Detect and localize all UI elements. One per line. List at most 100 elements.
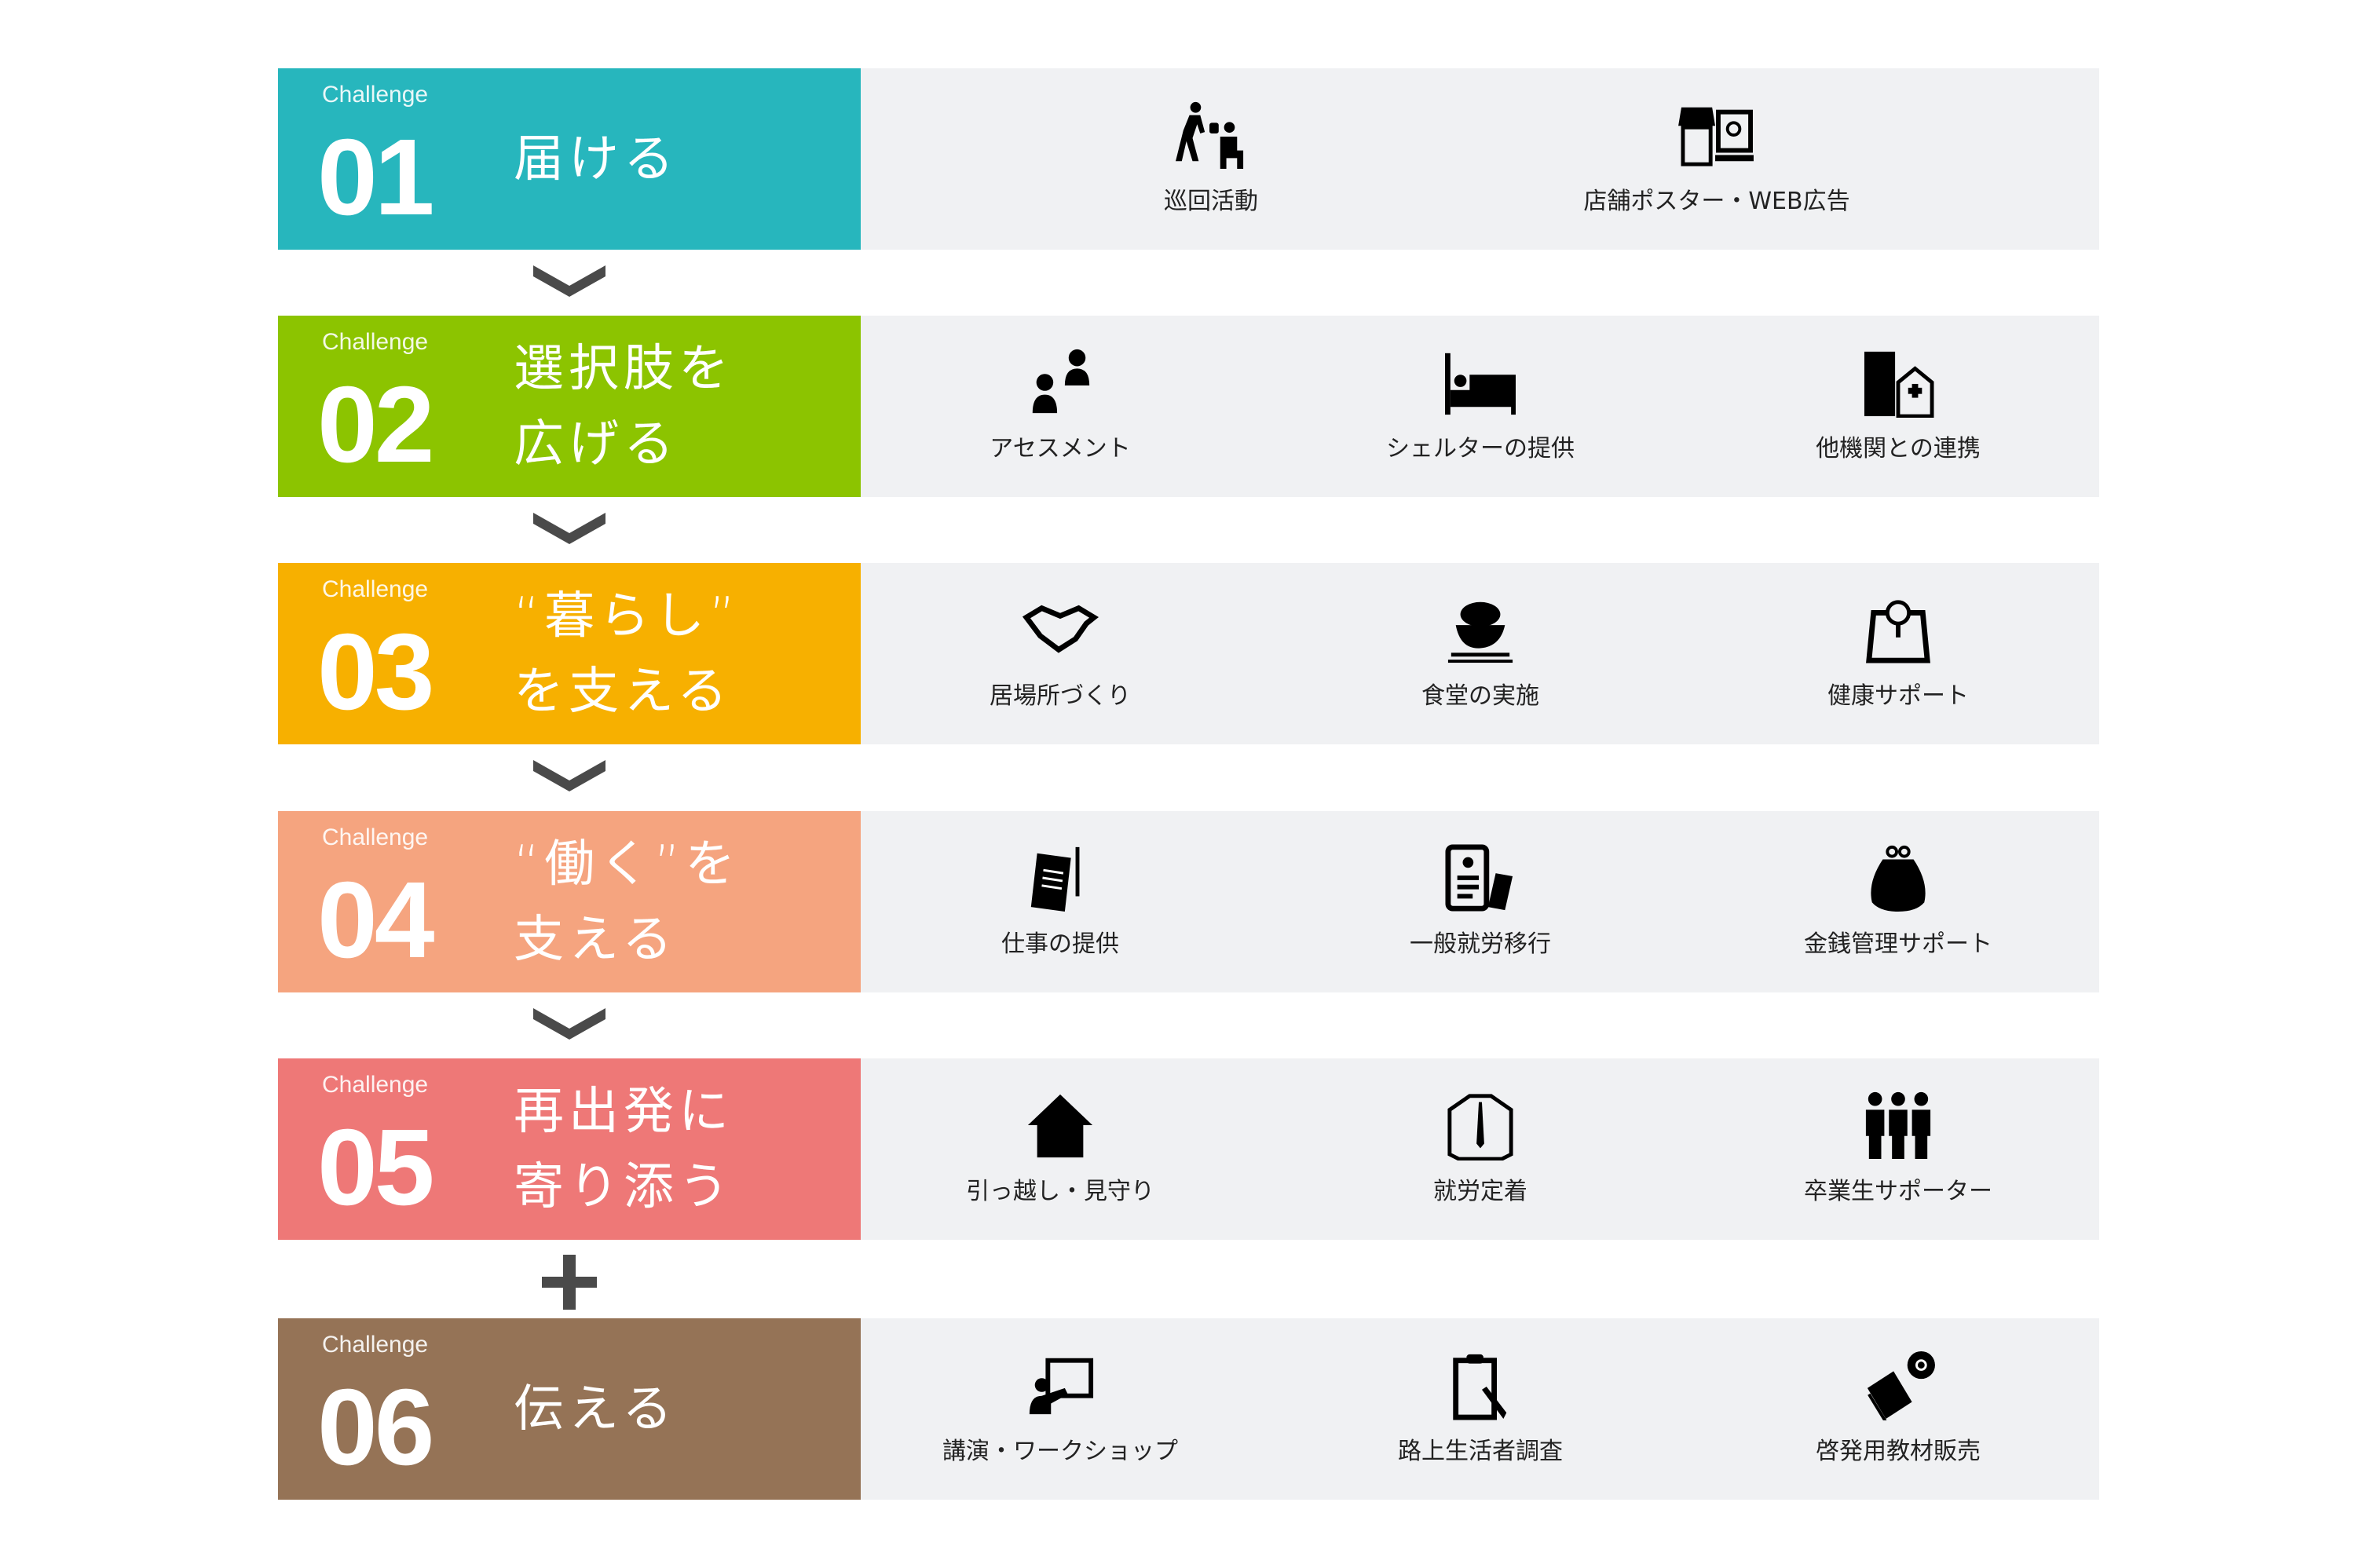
shirt-tie-icon bbox=[1447, 1094, 1513, 1160]
challenge-title: 選択肢を 広げる bbox=[514, 316, 734, 497]
challenge-item: アセスメント bbox=[895, 316, 1225, 497]
chevron-down-icon bbox=[533, 760, 605, 791]
challenge-item: 引っ越し・見守り bbox=[895, 1058, 1225, 1240]
challenge-label: Challenge bbox=[322, 329, 429, 355]
challenge-item: 健康サポート bbox=[1733, 563, 2063, 744]
challenge-item-label: 路上生活者調査 bbox=[1398, 1438, 1563, 1465]
handshake-icon bbox=[1022, 605, 1099, 653]
challenge-label: Challenge bbox=[322, 1072, 429, 1098]
challenge-row: Challenge 04 “働く”を支える 仕事の提供 一般就労移行 金銭管理サ… bbox=[278, 811, 2099, 992]
book-disc-icon bbox=[1867, 1351, 1935, 1420]
challenge-title-line: 選択肢を bbox=[514, 339, 734, 398]
challenge-item: 他機関との連携 bbox=[1733, 316, 2063, 497]
challenge-title: 再出発に 寄り添う bbox=[514, 1058, 734, 1240]
challenge-item: 金銭管理サポート bbox=[1733, 811, 2063, 992]
challenge-item: 店舗ポスター・WEB広告 bbox=[1552, 68, 1882, 250]
challenge-badge: Challenge 02 選択肢を広げる bbox=[278, 316, 861, 497]
challenge-item-label: 店舗ポスター・WEB広告 bbox=[1583, 188, 1850, 215]
challenge-item-label: 講演・ワークショップ bbox=[942, 1438, 1178, 1465]
challenge-item: 仕事の提供 bbox=[895, 811, 1225, 992]
challenge-item-label: 居場所づくり bbox=[990, 682, 1131, 710]
chevron-down-icon bbox=[533, 265, 605, 297]
challenge-title-line: 支える bbox=[514, 910, 678, 969]
challenge-row: Challenge 03 “暮らし” を支える 居場所づくり 食堂の実施 健康サポ… bbox=[278, 563, 2099, 744]
challenge-row: Challenge 02 選択肢を広げる アセスメント シェルターの提供 他機関… bbox=[278, 316, 2099, 497]
challenge-number: 04 bbox=[317, 860, 434, 981]
challenge-item: 巡回活動 bbox=[1046, 68, 1376, 250]
challenge-item-label: シェルターの提供 bbox=[1386, 435, 1575, 462]
challenge-item-label: 健康サポート bbox=[1827, 682, 1969, 710]
challenge-title-line: 寄り添う bbox=[514, 1157, 734, 1216]
challenge-item-label: 引っ越し・見守り bbox=[966, 1178, 1154, 1205]
outreach-walking-icon bbox=[1176, 101, 1244, 170]
challenge-row: Challenge 06 伝える 講演・ワークショップ 路上生活者調査 啓発用教… bbox=[278, 1318, 2099, 1500]
chevron-down-icon bbox=[533, 1008, 605, 1040]
challenge-row: Challenge 05 再出発に寄り添う 引っ越し・見守り 就労定着 卒業生サ… bbox=[278, 1058, 2099, 1240]
challenge-items-panel: 仕事の提供 一般就労移行 金銭管理サポート bbox=[861, 811, 2099, 992]
challenge-item-label: 就労定着 bbox=[1433, 1178, 1527, 1205]
presentation-icon bbox=[1029, 1358, 1094, 1415]
challenge-badge: Challenge 04 “働く”を支える bbox=[278, 811, 861, 992]
challenge-item: 就労定着 bbox=[1315, 1058, 1645, 1240]
challenge-label: Challenge bbox=[322, 824, 429, 850]
challenge-title-line: 広げる bbox=[514, 415, 679, 473]
challenge-number: 01 bbox=[317, 117, 434, 238]
challenge-title-line: “働く”を bbox=[514, 835, 741, 894]
chevron-down-icon bbox=[533, 513, 605, 544]
challenge-badge: Challenge 05 再出発に寄り添う bbox=[278, 1058, 861, 1240]
clipboard-pen-icon bbox=[1453, 1354, 1507, 1420]
challenge-badge: Challenge 01 届ける bbox=[278, 68, 861, 250]
challenge-item: 講演・ワークショップ bbox=[895, 1318, 1225, 1500]
challenge-items-panel: 引っ越し・見守り 就労定着 卒業生サポーター bbox=[861, 1058, 2099, 1240]
challenge-item-label: アセスメント bbox=[990, 435, 1131, 462]
three-people-icon bbox=[1865, 1091, 1931, 1160]
challenge-item: 居場所づくり bbox=[895, 563, 1225, 744]
challenge-title-line: を支える bbox=[514, 662, 733, 721]
challenge-items-panel: 居場所づくり 食堂の実施 健康サポート bbox=[861, 563, 2099, 744]
challenge-item-label: 巡回活動 bbox=[1164, 188, 1258, 215]
challenge-item: 路上生活者調査 bbox=[1315, 1318, 1645, 1500]
challenge-items-panel: アセスメント シェルターの提供 他機関との連携 bbox=[861, 316, 2099, 497]
challenge-item-label: 卒業生サポーター bbox=[1804, 1178, 1992, 1205]
challenge-row: Challenge 01 届ける 巡回活動 店舗ポスター・WEB広告 bbox=[278, 68, 2099, 250]
challenge-title-line: 伝える bbox=[514, 1380, 678, 1438]
rice-bowl-icon bbox=[1447, 601, 1513, 663]
challenge-item-label: 食堂の実施 bbox=[1421, 682, 1539, 710]
challenge-item-label: 一般就労移行 bbox=[1410, 930, 1551, 958]
challenge-title-line: 再出発に bbox=[514, 1082, 734, 1141]
plus-icon bbox=[542, 1255, 597, 1310]
challenge-number: 05 bbox=[317, 1107, 434, 1228]
challenge-item-label: 啓発用教材販売 bbox=[1816, 1438, 1981, 1465]
challenge-title-line: “暮らし” bbox=[514, 587, 741, 645]
challenge-title: 伝える bbox=[514, 1318, 677, 1500]
challenge-badge: Challenge 06 伝える bbox=[278, 1318, 861, 1500]
people-consultation-icon bbox=[1032, 349, 1090, 414]
resume-phone-icon bbox=[1445, 844, 1513, 912]
coin-purse-icon bbox=[1871, 845, 1926, 912]
buildings-hospital-icon bbox=[1864, 351, 1934, 418]
bed-icon bbox=[1445, 353, 1516, 415]
challenge-item: 一般就労移行 bbox=[1315, 811, 1645, 992]
challenge-number: 03 bbox=[317, 612, 434, 733]
challenge-item: 啓発用教材販売 bbox=[1733, 1318, 2063, 1500]
house-icon bbox=[1027, 1094, 1093, 1158]
store-and-laptop-icon bbox=[1678, 107, 1754, 166]
challenge-label: Challenge bbox=[322, 82, 429, 108]
challenge-items-panel: 講演・ワークショップ 路上生活者調査 啓発用教材販売 bbox=[861, 1318, 2099, 1500]
challenge-item: 食堂の実施 bbox=[1315, 563, 1645, 744]
challenge-item-label: 仕事の提供 bbox=[1001, 930, 1119, 958]
challenge-item: 卒業生サポーター bbox=[1733, 1058, 2063, 1240]
challenge-number: 06 bbox=[317, 1367, 434, 1488]
challenge-number: 02 bbox=[317, 364, 434, 485]
challenge-label: Challenge bbox=[322, 576, 429, 602]
document-pen-icon bbox=[1030, 846, 1080, 912]
challenge-title: 届ける bbox=[514, 68, 679, 250]
challenge-badge: Challenge 03 “暮らし” を支える bbox=[278, 563, 861, 744]
challenge-item-label: 他機関との連携 bbox=[1816, 435, 1981, 462]
challenge-item-label: 金銭管理サポート bbox=[1804, 930, 1992, 958]
challenge-title: “暮らし” を支える bbox=[514, 563, 740, 744]
challenge-item: シェルターの提供 bbox=[1315, 316, 1645, 497]
challenge-label: Challenge bbox=[322, 1332, 429, 1358]
scale-icon bbox=[1866, 600, 1930, 663]
challenge-title-line: 届ける bbox=[514, 130, 679, 188]
